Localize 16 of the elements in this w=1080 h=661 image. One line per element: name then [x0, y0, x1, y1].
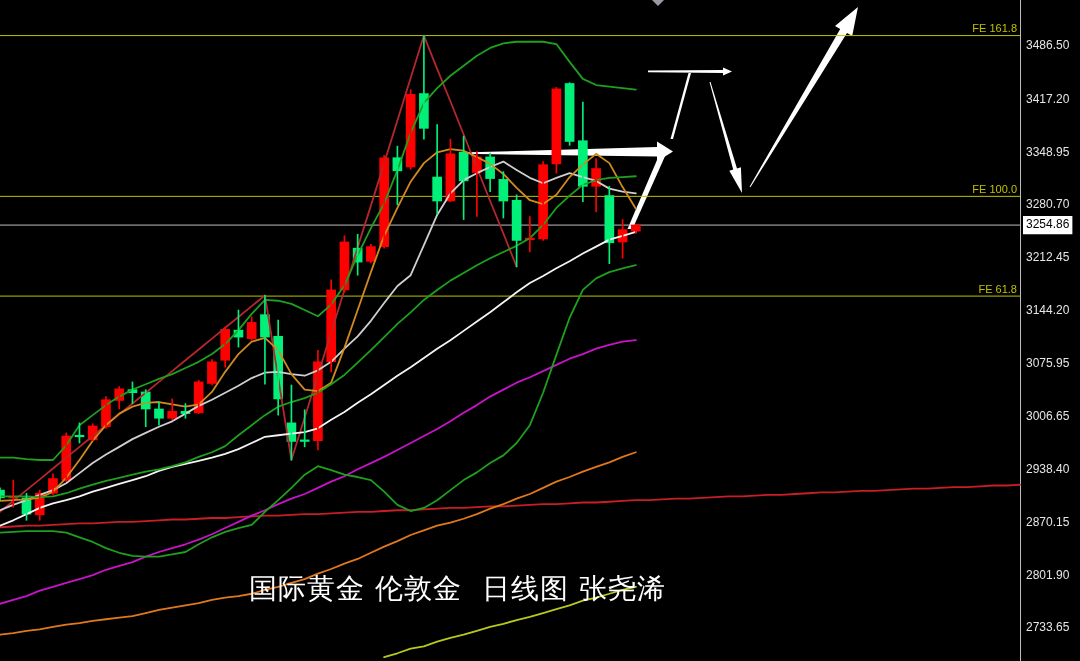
- y-tick-label: 2733.65: [1026, 620, 1070, 635]
- ref-line-label: FE 161.8: [972, 22, 1017, 35]
- y-tick-label: 3280.70: [1026, 197, 1070, 212]
- y-tick-label: 3075.95: [1026, 355, 1070, 370]
- y-tick-label: 3006.65: [1026, 409, 1070, 424]
- y-tick-label: 3348.95: [1026, 144, 1070, 159]
- y-tick-label: 3417.20: [1026, 91, 1070, 106]
- y-tick-label: 3486.50: [1026, 38, 1070, 53]
- y-tick-label: 2938.40: [1026, 462, 1070, 477]
- y-tick-label: 2801.90: [1026, 567, 1070, 582]
- y-tick-label: 3254.86: [1026, 217, 1070, 232]
- y-tick-label: 3144.20: [1026, 302, 1070, 317]
- ref-line-label: FE 100.0: [972, 182, 1017, 195]
- y-tick-label: 2870.15: [1026, 514, 1070, 529]
- y-tick-label: 3212.45: [1026, 250, 1070, 265]
- ref-line-label: FE 61.8: [978, 282, 1017, 295]
